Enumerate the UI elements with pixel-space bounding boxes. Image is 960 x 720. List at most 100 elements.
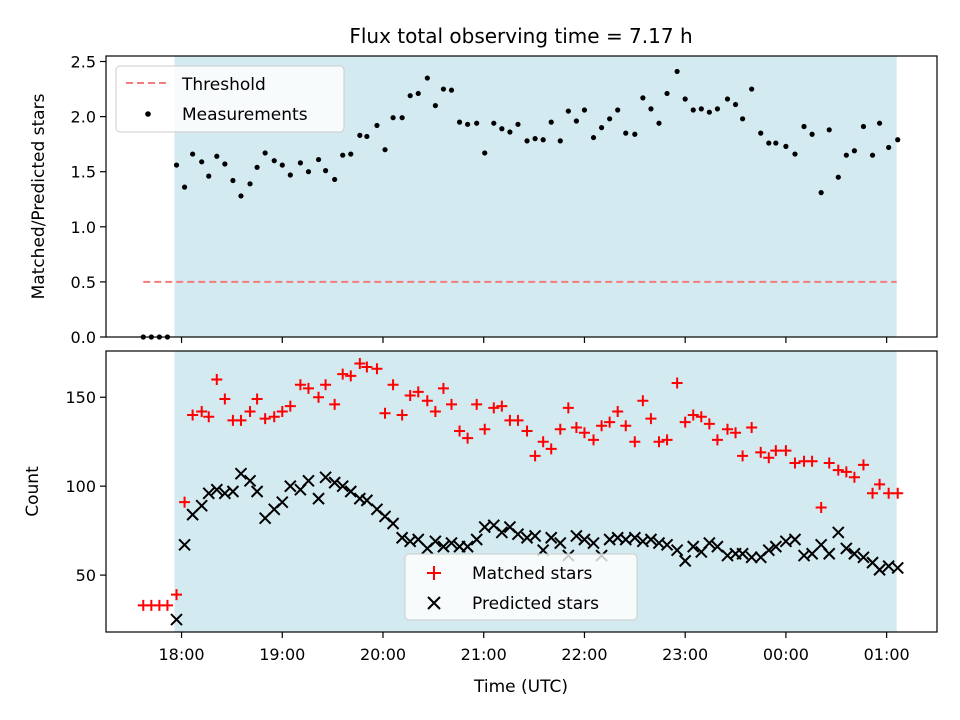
count-y-axis-label: Count xyxy=(23,466,43,517)
measurement-point xyxy=(482,150,488,156)
measurement-point xyxy=(448,87,455,93)
matched-star-point xyxy=(396,409,408,421)
figure-title: Flux total observing time = 7.17 h xyxy=(349,24,692,48)
matched-star-point xyxy=(219,393,231,405)
x-axis-label: Time (UTC) xyxy=(473,677,568,697)
measurement-point xyxy=(181,184,188,190)
measurement-point xyxy=(664,90,670,97)
measurement-point xyxy=(199,159,205,165)
predicted-star-point xyxy=(178,538,191,552)
matched-star-point xyxy=(387,379,399,391)
measurement-point xyxy=(499,126,505,132)
predicted-star-point xyxy=(328,476,341,489)
predicted-star-point xyxy=(762,543,775,557)
measurement-point xyxy=(432,102,438,109)
y-tick-label: 1.5 xyxy=(71,163,96,182)
x-tick-label: 23:00 xyxy=(662,645,708,664)
legend-predicted-label: Predicted stars xyxy=(472,594,599,614)
matched-star-point xyxy=(806,455,818,467)
matched-star-point xyxy=(211,373,223,385)
measurement-point xyxy=(648,106,654,112)
y-tick-label: 1.0 xyxy=(71,218,96,237)
matched-star-point xyxy=(604,416,616,428)
predicted-star-point xyxy=(437,540,450,553)
ratio-legend-box xyxy=(115,65,345,133)
measurement-point xyxy=(749,86,755,92)
matched-star-point xyxy=(832,464,844,476)
matched-star-point xyxy=(789,457,801,469)
ratio-marks xyxy=(140,68,901,340)
matched-star-point xyxy=(196,405,208,417)
matched-star-point xyxy=(737,450,749,462)
measurement-point xyxy=(348,151,354,157)
measurement-point xyxy=(315,156,322,163)
matched-star-point xyxy=(345,370,357,382)
predicted-star-point xyxy=(578,533,591,546)
measurement-point xyxy=(415,90,421,97)
matched-star-point xyxy=(462,432,474,444)
predicted-star-point xyxy=(511,527,525,541)
measurement-point xyxy=(809,131,815,137)
measurement-point xyxy=(214,153,220,159)
measurement-point xyxy=(656,120,662,126)
measurement-point xyxy=(615,107,621,113)
predicted-star-point xyxy=(284,479,297,493)
measurement-point xyxy=(801,123,807,130)
x-tick-label: 00:00 xyxy=(763,645,809,664)
matched-star-point xyxy=(612,405,624,417)
matched-star-point xyxy=(687,409,699,421)
predicted-star-point xyxy=(703,536,716,550)
matched-star-point xyxy=(867,487,879,499)
matched-star-point xyxy=(730,427,742,439)
matched-star-point xyxy=(711,434,723,446)
predicted-star-point xyxy=(769,540,783,553)
matched-star-point xyxy=(179,496,191,508)
measurement-point xyxy=(818,190,824,196)
predicted-star-point xyxy=(670,543,684,557)
matched-star-point xyxy=(671,377,683,389)
matched-star-point xyxy=(244,405,256,417)
measurement-point xyxy=(407,93,413,99)
predicted-star-point xyxy=(687,540,700,553)
matched-star-point xyxy=(479,423,491,435)
measurement-point xyxy=(465,121,471,127)
predicted-star-point xyxy=(210,483,224,496)
matched-star-point xyxy=(361,361,373,373)
predicted-star-point xyxy=(312,492,325,505)
matched-star-point xyxy=(521,425,533,437)
measurement-point xyxy=(399,115,405,121)
matched-star-point xyxy=(512,414,524,426)
measurement-point xyxy=(287,172,293,178)
measurement-point xyxy=(557,138,563,144)
matched-star-point xyxy=(404,389,416,401)
measurement-point xyxy=(254,164,260,170)
measurement-point xyxy=(714,106,721,112)
predicted-star-point xyxy=(445,536,458,550)
count-axes-frame xyxy=(105,350,938,633)
matched-star-point xyxy=(471,398,483,410)
predicted-star-point xyxy=(226,485,240,498)
predicted-star-point xyxy=(788,533,802,546)
predicted-star-point xyxy=(840,542,853,555)
count-legend: Matched stars Predicted stars xyxy=(404,553,638,621)
measurement-point xyxy=(895,137,901,143)
ratio-legend: Threshold Measurements xyxy=(115,65,345,133)
measurement-point xyxy=(690,107,696,113)
x-tick-label: 21:00 xyxy=(461,645,507,664)
measurement-point xyxy=(332,176,338,183)
measurement-point xyxy=(843,152,849,158)
matched-star-point xyxy=(337,368,349,380)
measurement-point xyxy=(758,130,764,136)
predicted-star-point xyxy=(628,531,642,544)
predicted-star-point xyxy=(495,526,509,539)
matched-star-point xyxy=(763,452,775,464)
matched-star-point xyxy=(746,421,758,433)
measurement-point xyxy=(598,125,605,131)
predicted-star-point xyxy=(250,485,264,498)
measurement-point xyxy=(515,121,521,127)
matched-star-point xyxy=(235,414,247,426)
x-tick-label: 22:00 xyxy=(561,645,607,664)
matched-star-point xyxy=(578,427,590,439)
matched-star-point xyxy=(661,434,673,446)
